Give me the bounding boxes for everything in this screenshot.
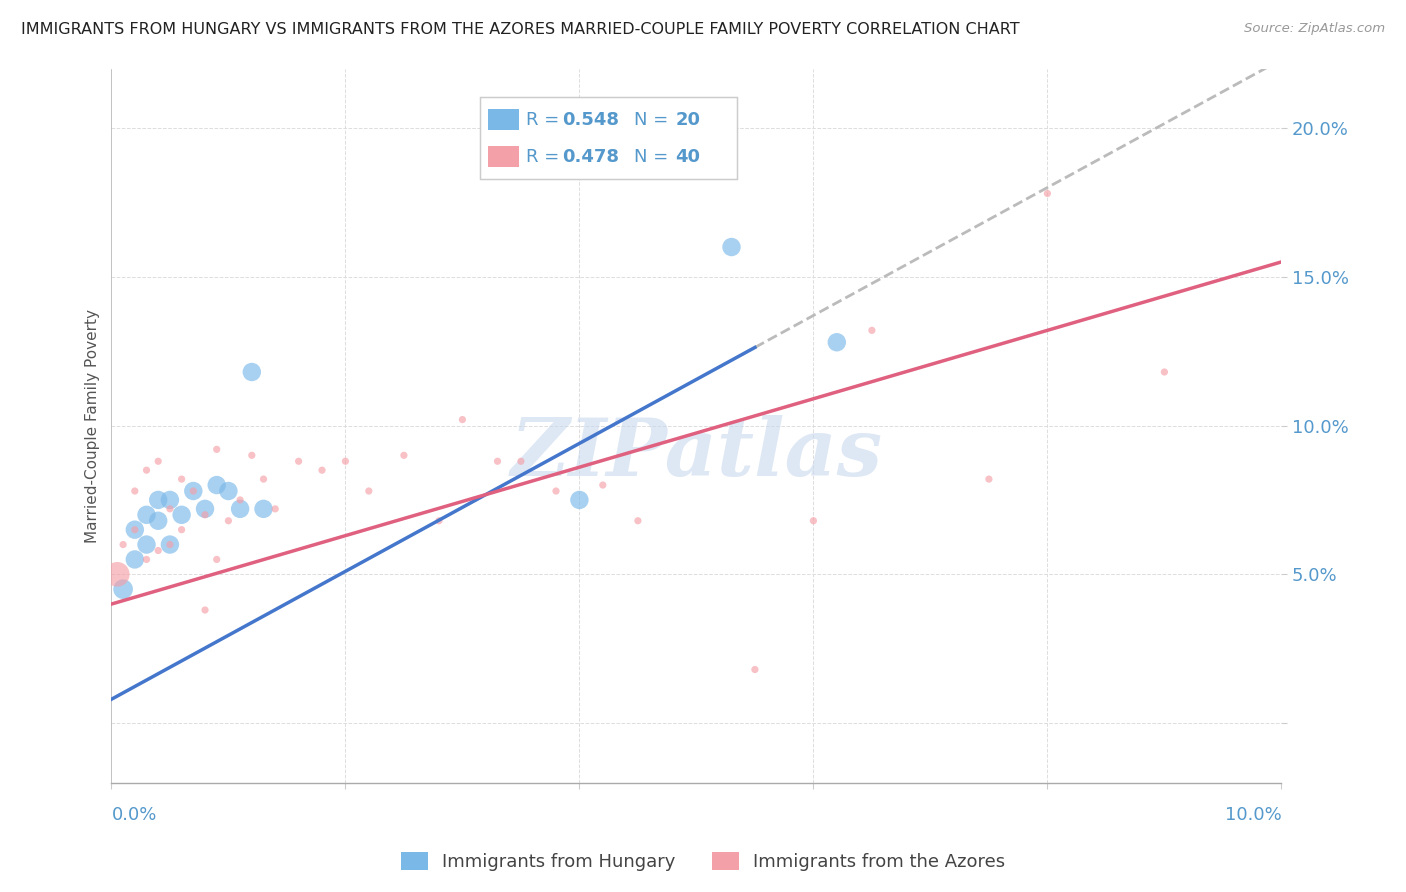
Point (181, 483, 204, 498)
Point (1036, 186, 1059, 201)
Point (148, 514, 170, 528)
Point (124, 483, 146, 498)
Point (159, 501, 181, 516)
Point (124, 523, 146, 537)
Point (159, 537, 181, 551)
Point (744, 663, 766, 677)
Point (427, 514, 450, 528)
Point (592, 478, 614, 492)
Point (148, 543, 170, 558)
Point (181, 483, 204, 498)
Point (170, 472, 193, 486)
Point (252, 472, 274, 486)
Legend: Immigrants from Hungary, Immigrants from the Azores: Immigrants from Hungary, Immigrants from… (394, 845, 1012, 879)
Point (825, 335, 848, 350)
Point (977, 472, 1000, 486)
Point (217, 483, 239, 498)
Point (205, 478, 228, 492)
Point (240, 448, 263, 462)
Point (159, 492, 181, 507)
Point (124, 523, 146, 537)
Point (335, 454, 357, 468)
Point (205, 552, 228, 566)
Point (392, 448, 415, 462)
Point (229, 501, 252, 516)
Point (105, 567, 128, 582)
Point (568, 492, 591, 507)
Point (135, 552, 157, 566)
Point (803, 514, 825, 528)
Point (627, 514, 650, 528)
Point (287, 454, 309, 468)
Point (240, 365, 263, 379)
Point (194, 508, 217, 522)
Point (486, 454, 509, 468)
Point (135, 463, 157, 477)
Text: 0.0%: 0.0% (111, 806, 157, 824)
Point (311, 463, 333, 477)
Point (170, 523, 193, 537)
Point (860, 323, 883, 337)
Point (720, 240, 742, 254)
Point (217, 514, 239, 528)
Point (112, 537, 135, 551)
Y-axis label: Married-Couple Family Poverty: Married-Couple Family Poverty (86, 309, 100, 542)
Point (135, 537, 157, 551)
Point (205, 442, 228, 457)
Point (194, 501, 217, 516)
Text: ZIPatlas: ZIPatlas (510, 416, 883, 493)
Point (159, 537, 181, 551)
Point (451, 412, 474, 426)
Point (229, 492, 252, 507)
Point (112, 582, 135, 597)
Text: Source: ZipAtlas.com: Source: ZipAtlas.com (1244, 22, 1385, 36)
Text: 10.0%: 10.0% (1225, 806, 1281, 824)
Text: IMMIGRANTS FROM HUNGARY VS IMMIGRANTS FROM THE AZORES MARRIED-COUPLE FAMILY POVE: IMMIGRANTS FROM HUNGARY VS IMMIGRANTS FR… (21, 22, 1019, 37)
Point (1153, 365, 1175, 379)
Point (509, 454, 531, 468)
Point (170, 508, 193, 522)
Point (194, 603, 217, 617)
Point (264, 501, 287, 516)
Point (544, 483, 567, 498)
Point (148, 492, 170, 507)
Point (252, 501, 274, 516)
Point (135, 508, 157, 522)
Point (148, 454, 170, 468)
Point (357, 483, 380, 498)
Point (124, 552, 146, 566)
